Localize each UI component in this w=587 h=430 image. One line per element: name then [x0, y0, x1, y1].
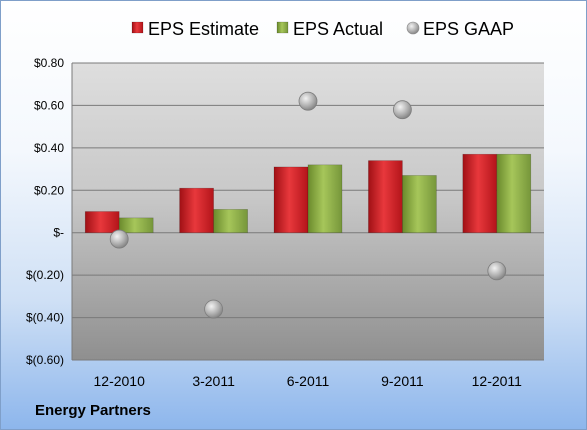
y-tick-label: $0.60	[34, 98, 64, 112]
legend-gaap-swatch	[406, 21, 420, 35]
x-category-label: 12-2010	[94, 373, 146, 389]
y-tick-label: $0.80	[34, 56, 64, 70]
y-tick-label: $0.40	[34, 141, 64, 155]
x-category-label: 6-2011	[287, 373, 330, 389]
eps-estimate-bar	[462, 153, 498, 234]
eps-actual-bar	[402, 175, 437, 234]
x-category-label: 9-2011	[381, 373, 424, 389]
legend-label: EPS Estimate	[148, 19, 259, 39]
y-tick-label: $(0.20)	[26, 268, 64, 282]
eps-gaap-marker	[298, 91, 318, 111]
eps-gaap-marker	[487, 261, 507, 281]
eps-estimate-bar	[179, 187, 214, 234]
y-tick-label: $-	[53, 226, 64, 240]
eps-gaap-marker	[392, 100, 412, 120]
x-axis-labels: 12-2010 3-2011 6-2011 9-2011 12-2011	[94, 373, 523, 389]
eps-estimate-bar	[368, 160, 403, 234]
eps-gaap-marker	[109, 229, 129, 249]
eps-estimate-bar	[273, 166, 309, 234]
y-tick-label: $(0.40)	[26, 311, 64, 325]
y-tick-label: $(0.60)	[26, 353, 64, 367]
eps-gaap-marker	[204, 299, 224, 319]
legend-label: EPS Actual	[293, 19, 383, 39]
x-category-label: 3-2011	[192, 373, 235, 389]
legend: EPS Estimate EPS Actual EPS GAAP	[131, 19, 514, 39]
y-axis-ticks: $0.80 $0.60 $0.40 $0.20 $- $(0.20) $(0.40) $(0.…	[26, 56, 64, 367]
x-category-label: 12-2011	[472, 373, 523, 389]
eps-actual-bar	[213, 209, 248, 234]
eps-actual-bar	[307, 164, 343, 234]
eps-actual-bar	[496, 153, 532, 234]
company-name: Energy Partners	[35, 402, 151, 419]
eps-estimate-bar	[84, 211, 120, 234]
gaap-markers	[109, 91, 507, 319]
legend-estimate-swatch	[131, 21, 144, 34]
eps-actual-bar	[118, 217, 154, 234]
bars	[84, 153, 532, 234]
legend-actual-swatch	[276, 21, 289, 34]
y-tick-label: $0.20	[34, 183, 64, 197]
legend-label: EPS GAAP	[423, 19, 514, 39]
